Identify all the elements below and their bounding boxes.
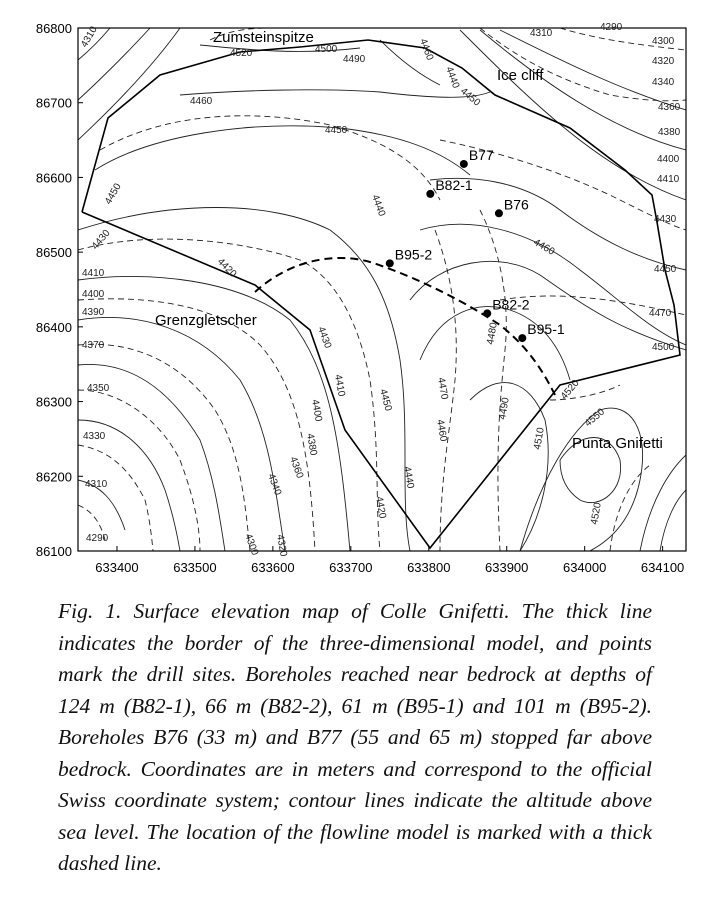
y-tick-label: 86200: [36, 469, 72, 484]
contour-label: 4360: [287, 455, 305, 480]
y-tick-label: 86600: [36, 170, 72, 185]
contour-label: 4310: [530, 28, 553, 39]
contour-label: 4490: [497, 396, 512, 420]
model-border: [81, 39, 681, 550]
contour-label: 4420: [373, 496, 388, 520]
contour-label: 4440: [401, 466, 416, 490]
contour-label: 4410: [82, 268, 105, 279]
contour-label: 4300: [242, 532, 260, 557]
drill-site-marker: [385, 259, 394, 268]
contour-label: 4370: [82, 340, 105, 351]
contour-label: 4380: [658, 127, 681, 138]
contour-label: 4390: [82, 307, 105, 318]
contour-label: 4460: [532, 237, 557, 258]
x-tick-label: 634000: [563, 560, 606, 575]
x-axis-ticks: 633400 633500 633600 633700 633800 633900 6340…: [95, 546, 684, 575]
contour-label: 4460: [434, 419, 449, 443]
contour-label: 4450: [377, 388, 393, 413]
contour-label: 4310: [85, 479, 108, 490]
contour-label: 4520: [589, 501, 604, 525]
contour-label: 4430: [90, 227, 113, 251]
contour-label: 4340: [652, 77, 675, 88]
contour-label: 4450: [325, 125, 348, 136]
contour-lines: [78, 28, 686, 551]
contour-label: 4290: [600, 22, 623, 33]
x-tick-label: 633700: [329, 560, 372, 575]
contour-label: 4340: [265, 472, 283, 497]
contour-label: 4430: [315, 325, 333, 350]
y-tick-label: 86100: [36, 544, 72, 559]
contour-label: 4320: [652, 56, 675, 67]
drill-sites: B77 B82-1 B76 B95-2 B82-2 B95-1: [385, 147, 565, 343]
drill-site-label: B95-2: [395, 246, 433, 262]
x-tick-label: 633400: [95, 560, 138, 575]
drill-site-label: B95-1: [527, 321, 565, 337]
place-label-zumsteinspitze: Zumsteinspitze: [213, 29, 314, 46]
contour-label: 4460: [190, 96, 213, 107]
contour-label: 4360: [658, 102, 681, 113]
contour-label: 4400: [82, 289, 105, 300]
contour-label: 4330: [83, 431, 106, 442]
contour-label: 4350: [87, 383, 110, 394]
plot-frame: [77, 27, 687, 552]
y-tick-label: 86400: [36, 320, 72, 335]
contour-label: 4490: [343, 54, 366, 65]
contour-label: 4450: [458, 86, 482, 109]
contour-label: 4500: [652, 342, 675, 353]
contour-label: 4550: [583, 406, 607, 429]
place-label-ice-cliff: Ice cliff: [497, 67, 544, 84]
drill-site-marker: [459, 159, 468, 168]
contour-label: 4440: [443, 65, 461, 90]
drill-site-label: B76: [504, 196, 529, 212]
drill-site-label: B82-2: [492, 296, 530, 312]
contour-label: 4400: [309, 399, 324, 423]
drill-site-marker: [518, 334, 527, 343]
x-tick-label: 633500: [173, 560, 216, 575]
contour-label: 4450: [654, 264, 677, 275]
y-tick-label: 86800: [36, 21, 72, 36]
drill-site-marker: [494, 209, 503, 218]
contour-label: 4410: [657, 174, 680, 185]
contour-label: 4440: [369, 193, 387, 218]
flowline-model: [254, 256, 556, 396]
y-tick-label: 86700: [36, 96, 72, 111]
contour-label: 4410: [332, 374, 347, 398]
x-tick-label: 633800: [407, 560, 450, 575]
contour-label: 4460: [417, 37, 435, 62]
y-axis-ticks: 86800 86700 86600 86500 86400 86300 86200 86100: [36, 21, 83, 559]
contour-label: 4470: [649, 308, 672, 319]
contour-label: 4480: [485, 321, 500, 345]
drill-site-label: B82-1: [435, 177, 473, 193]
contour-label: 4510: [532, 426, 547, 450]
contour-label: 4400: [657, 154, 680, 165]
x-tick-label: 633900: [485, 560, 528, 575]
drill-site-marker: [426, 189, 435, 198]
contour-label: 4320: [274, 534, 289, 558]
contour-label: 4300: [652, 36, 675, 47]
contour-label: 4380: [304, 433, 319, 457]
drill-site-label: B77: [469, 147, 494, 163]
contour-label: 4520: [230, 48, 253, 59]
place-label-punta-gnifetti: Punta Gnifetti: [572, 435, 663, 452]
contour-label: 4430: [654, 214, 677, 225]
y-tick-label: 86300: [36, 395, 72, 410]
contour-label: 4470: [435, 377, 450, 401]
contour-label: 4290: [86, 533, 109, 544]
surface-elevation-map: 4520 4500 4490 4460 4450 4440 4420 4430 …: [36, 21, 687, 575]
contour-lines-dashed: [78, 28, 686, 551]
place-label-grenzgletscher: Grenzgletscher: [155, 312, 257, 329]
y-tick-label: 86500: [36, 245, 72, 260]
contour-label: 4500: [315, 44, 338, 55]
drill-site-marker: [483, 309, 492, 318]
contour-label: 4450: [103, 181, 124, 206]
x-tick-label: 634100: [641, 560, 684, 575]
x-tick-label: 633600: [251, 560, 294, 575]
figure-caption: Fig. 1. Surface elevation map of Colle G…: [58, 599, 652, 875]
